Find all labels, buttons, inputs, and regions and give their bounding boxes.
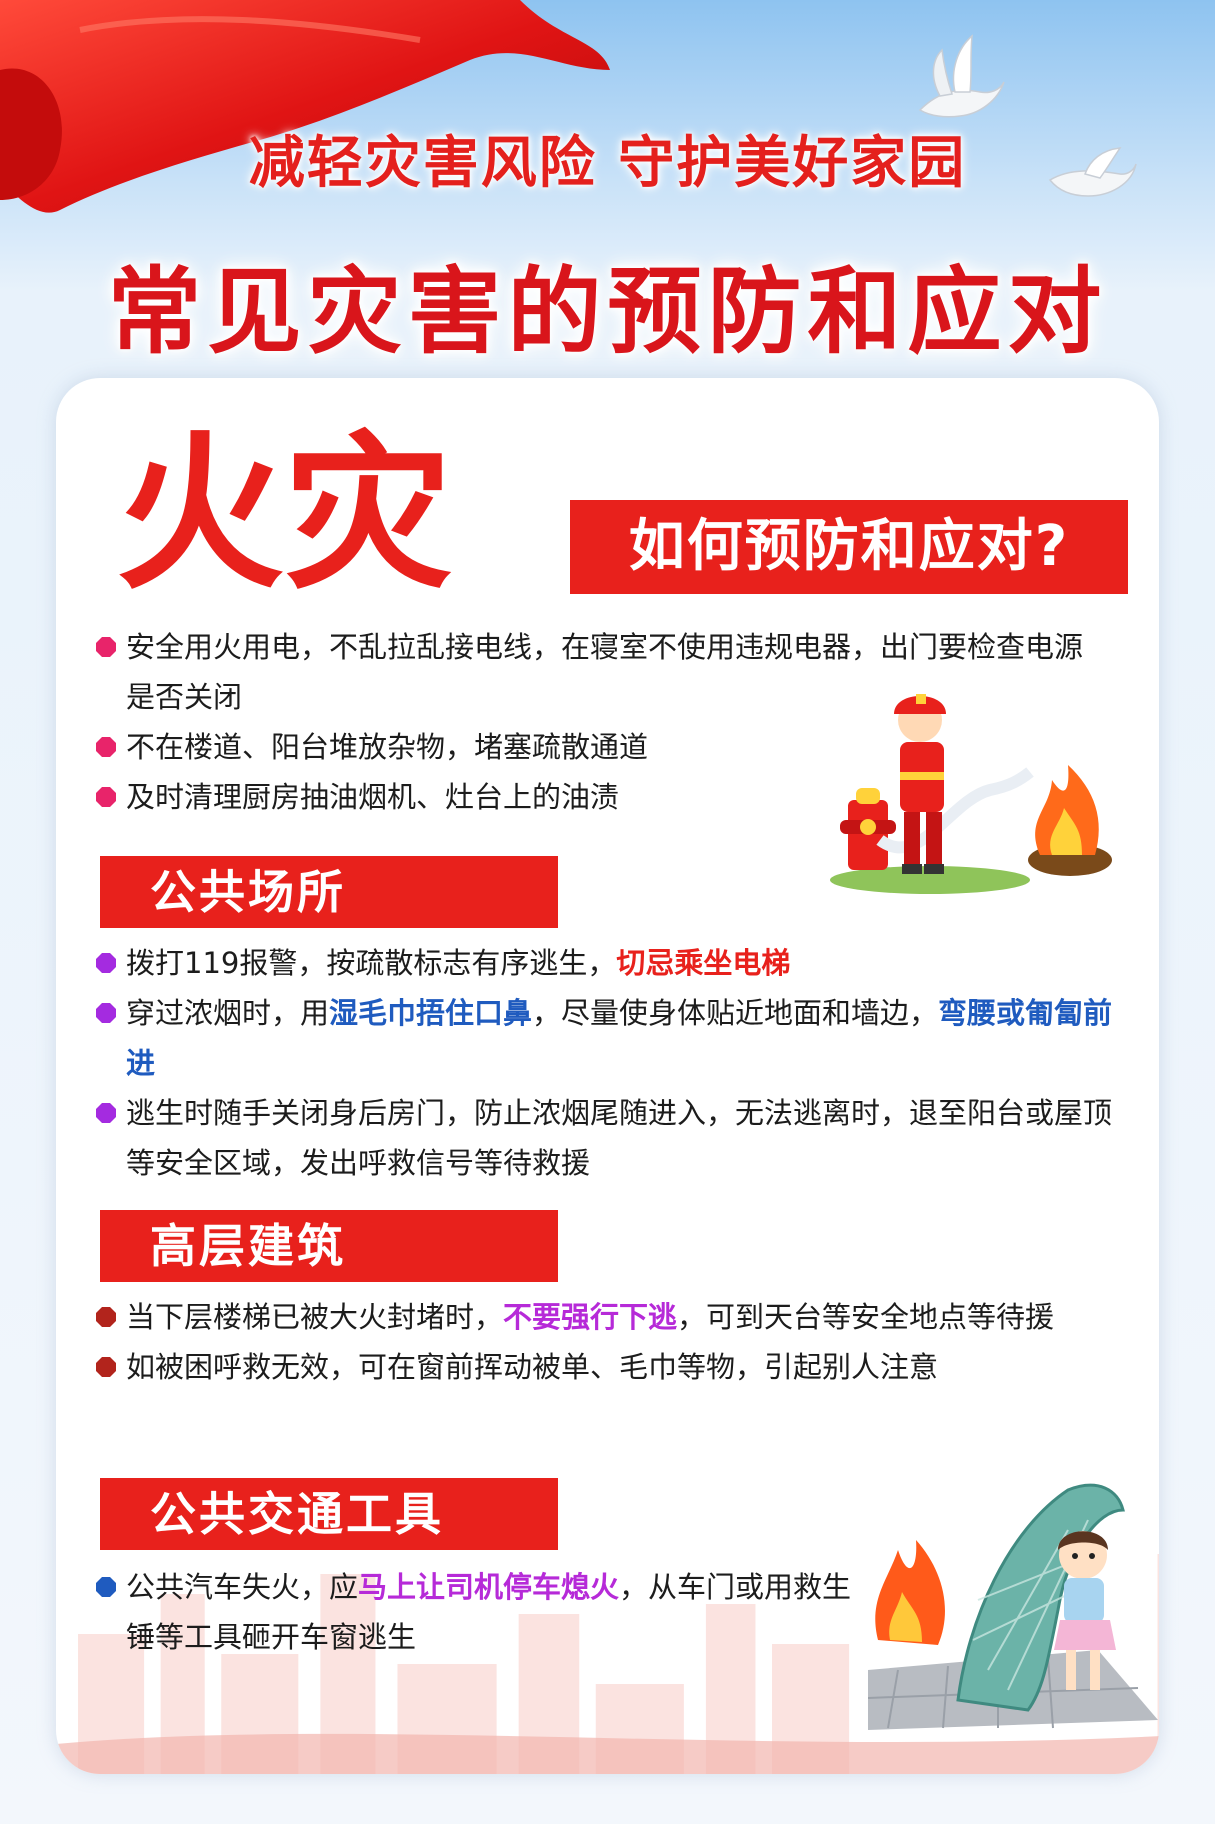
bullet-highlight: 不要强行下逃 bbox=[503, 1300, 678, 1334]
bullet-dot-icon bbox=[96, 1577, 116, 1597]
list-item: 如被困呼救无效，可在窗前挥动被单、毛巾等物，引起别人注意 bbox=[96, 1342, 1116, 1392]
public-transport-bullet-list: 公共汽车失火，应马上让司机停车熄火，从车门或用救生锤等工具砸开车窗逃生 bbox=[96, 1562, 866, 1662]
content-card bbox=[56, 378, 1159, 1774]
list-item: 不在楼道、阳台堆放杂物，堵塞疏散通道 bbox=[96, 722, 1106, 772]
list-item: 穿过浓烟时，用湿毛巾捂住口鼻，尽量使身体贴近地面和墙边，弯腰或匍匐前进 bbox=[96, 988, 1116, 1088]
bullet-text: 及时清理厨房抽油烟机、灶台上的油渍 bbox=[126, 780, 620, 814]
list-item: 及时清理厨房抽油烟机、灶台上的油渍 bbox=[96, 772, 1106, 822]
page-title: 常见灾害的预防和应对 bbox=[107, 257, 1108, 367]
bullet-highlight: 弯腰或匍匐前进 bbox=[126, 996, 1113, 1080]
list-item: 逃生时随手关闭身后房门，防止浓烟尾随进入，无法逃离时，退至阳台或屋顶等安全区域，… bbox=[96, 1088, 1116, 1188]
bullet-text: 如被困呼救无效，可在窗前挥动被单、毛巾等物，引起别人注意 bbox=[126, 1350, 939, 1384]
section-banner-high-rise: 高层建筑 bbox=[100, 1210, 558, 1282]
fire-icon bbox=[1028, 765, 1112, 876]
list-item: 当下层楼梯已被大火封堵时，不要强行下逃，可到天台等安全地点等待援 bbox=[96, 1292, 1116, 1342]
bullet-text: 拨打119报警，按疏散标志有序逃生， bbox=[126, 946, 617, 980]
bullet-dot-icon bbox=[96, 1103, 116, 1123]
bullet-dot-icon bbox=[96, 637, 116, 657]
bullet-text: 不在楼道、阳台堆放杂物，堵塞疏散通道 bbox=[126, 730, 649, 764]
bullet-dot-icon bbox=[96, 953, 116, 973]
bullet-highlight: 马上让司机停车熄火 bbox=[358, 1570, 620, 1604]
fire-title: 火灾 bbox=[116, 378, 452, 621]
list-item: 安全用火用电，不乱拉乱接电线，在寝室不使用违规电器，出门要检查电源是否关闭 bbox=[96, 622, 1106, 722]
section-banner-public-places: 公共场所 bbox=[100, 856, 558, 928]
bullet-highlight: 切忌乘坐电梯 bbox=[616, 946, 791, 980]
bullet-text: ，从车门或用救生锤等工具砸开车窗逃生 bbox=[126, 1570, 852, 1654]
bullet-text: ，尽量使身体贴近地面和墙边， bbox=[532, 996, 939, 1030]
question-banner: 如何预防和应对? bbox=[570, 500, 1128, 594]
slogan: 减轻灾害风险 守护美好家园 bbox=[248, 130, 967, 196]
bullet-text: ，可到天台等安全地点等待援 bbox=[677, 1300, 1055, 1334]
child-escape-illustration bbox=[868, 1483, 1158, 1730]
bullet-text: 公共汽车失火，应 bbox=[126, 1570, 359, 1604]
hydrant-icon bbox=[840, 788, 896, 870]
bullet-text: 穿过浓烟时，用 bbox=[126, 996, 330, 1030]
bullet-text: 当下层楼梯已被大火封堵时， bbox=[126, 1300, 504, 1334]
list-item: 公共汽车失火，应马上让司机停车熄火，从车门或用救生锤等工具砸开车窗逃生 bbox=[96, 1562, 866, 1662]
dove-icon bbox=[1048, 147, 1137, 197]
high-rise-bullet-list: 当下层楼梯已被大火封堵时，不要强行下逃，可到天台等安全地点等待援 如被困呼救无效… bbox=[96, 1292, 1116, 1392]
bullet-dot-icon bbox=[96, 787, 116, 807]
section-banner-public-transport: 公共交通工具 bbox=[100, 1478, 558, 1550]
bullet-dot-icon bbox=[96, 1357, 116, 1377]
city-skyline-icon bbox=[56, 1554, 1159, 1774]
bullet-dot-icon bbox=[96, 1307, 116, 1327]
firefighter-illustration bbox=[830, 694, 1112, 894]
flag-ribbon-icon bbox=[0, 0, 610, 213]
dove-icon bbox=[918, 34, 1005, 118]
bullet-text: 安全用火用电，不乱拉乱接电线，在寝室不使用违规电器，出门要检查电源是否关闭 bbox=[126, 630, 1084, 714]
public-places-bullet-list: 拨打119报警，按疏散标志有序逃生，切忌乘坐电梯 穿过浓烟时，用湿毛巾捂住口鼻，… bbox=[96, 938, 1116, 1188]
bullet-dot-icon bbox=[96, 737, 116, 757]
bullet-highlight: 湿毛巾捂住口鼻 bbox=[329, 996, 533, 1030]
intro-bullet-list: 安全用火用电，不乱拉乱接电线，在寝室不使用违规电器，出门要检查电源是否关闭 不在… bbox=[96, 622, 1106, 822]
bullet-dot-icon bbox=[96, 1003, 116, 1023]
list-item: 拨打119报警，按疏散标志有序逃生，切忌乘坐电梯 bbox=[96, 938, 1116, 988]
bullet-text: 逃生时随手关闭身后房门，防止浓烟尾随进入，无法逃离时，退至阳台或屋顶等安全区域，… bbox=[126, 1096, 1113, 1180]
